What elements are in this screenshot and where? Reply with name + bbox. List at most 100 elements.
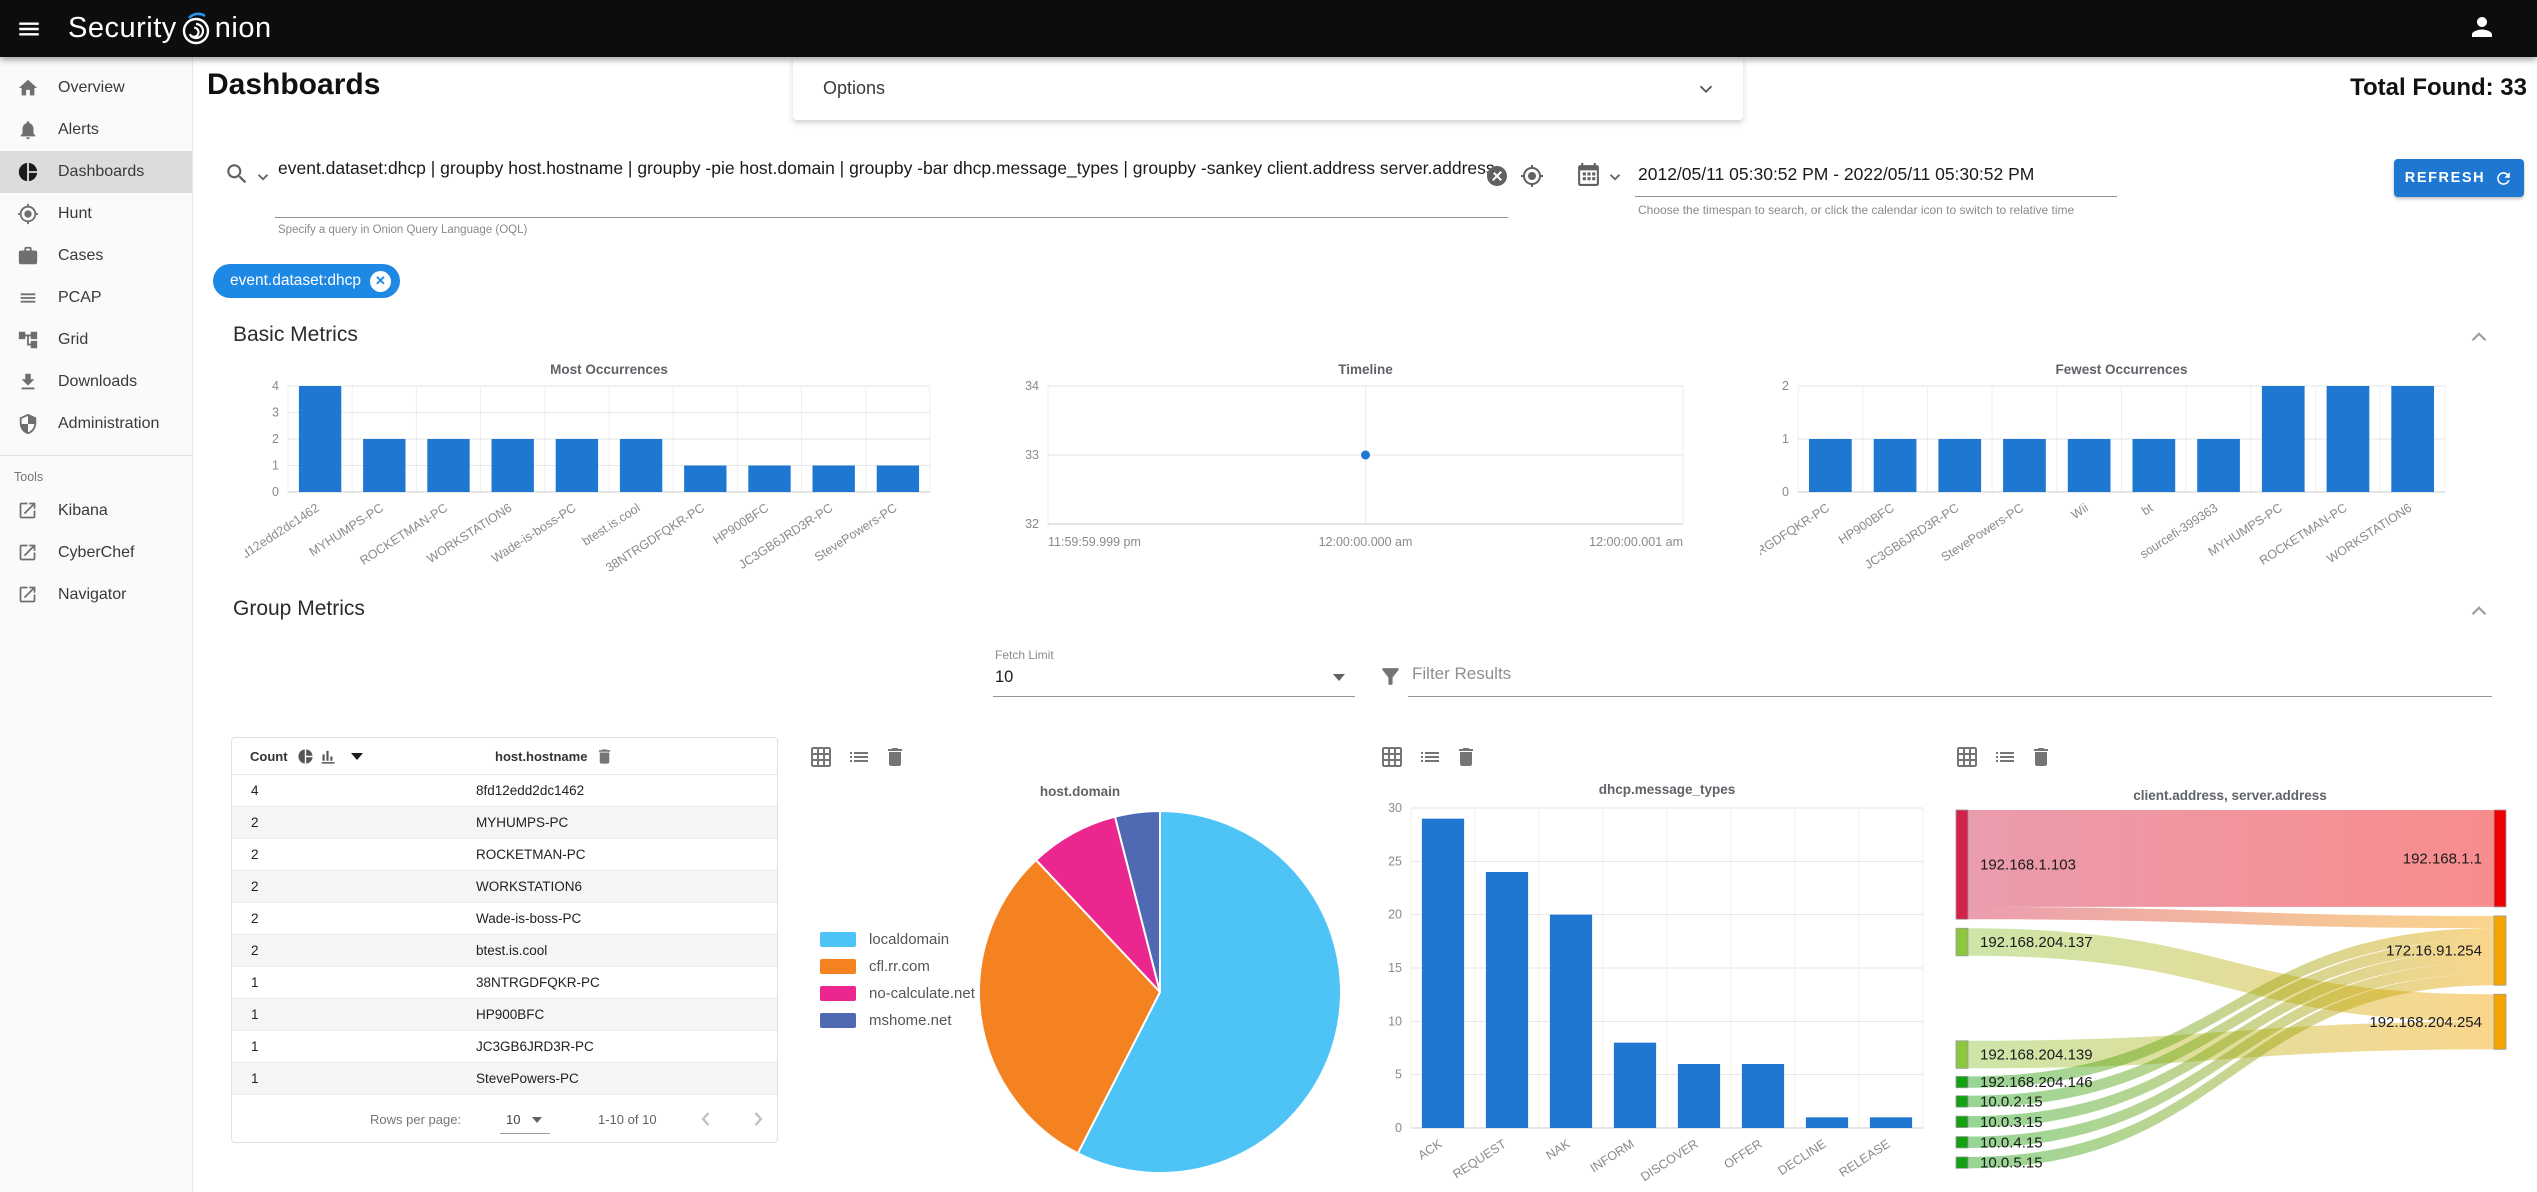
query-chevron-down-icon[interactable] bbox=[254, 168, 272, 186]
legend-item[interactable]: localdomain bbox=[820, 926, 975, 953]
previous-page-icon[interactable] bbox=[694, 1107, 718, 1131]
fetch-limit-caret-icon[interactable] bbox=[1333, 674, 1345, 681]
timespan-chevron-down-icon[interactable] bbox=[1606, 168, 1624, 186]
refresh-button[interactable]: REFRESH bbox=[2394, 159, 2524, 197]
menu-icon[interactable] bbox=[16, 16, 42, 42]
table-row[interactable]: 1 StevePowers-PC bbox=[232, 1062, 777, 1094]
sidebar-item-downloads[interactable]: Downloads bbox=[0, 361, 192, 403]
sankey-panel-toolbar bbox=[1955, 745, 2053, 769]
legend-label: localdomain bbox=[869, 931, 950, 948]
hunt-query-icon[interactable] bbox=[1520, 164, 1544, 188]
list-view-icon[interactable] bbox=[1417, 745, 1441, 769]
sidebar-item-dashboards[interactable]: Dashboards bbox=[0, 151, 192, 193]
trash-icon[interactable] bbox=[595, 747, 614, 766]
user-account-icon[interactable] bbox=[2467, 12, 2497, 42]
row-hostname: WORKSTATION6 bbox=[476, 879, 583, 894]
sidebar-item-cases[interactable]: Cases bbox=[0, 235, 192, 277]
sankey-node[interactable] bbox=[1955, 1040, 1969, 1069]
table-view-icon[interactable] bbox=[809, 745, 833, 769]
sankey-node[interactable] bbox=[1955, 1136, 1969, 1149]
sidebar-item-pcap[interactable]: PCAP bbox=[0, 277, 192, 319]
basic-metrics-collapse-icon[interactable] bbox=[2466, 324, 2492, 350]
rows-per-page-select[interactable]: 10 bbox=[506, 1112, 521, 1127]
table-row[interactable]: 1 JC3GB6JRD3R-PC bbox=[232, 1030, 777, 1062]
sankey-node[interactable] bbox=[1955, 1075, 1969, 1089]
sidebar-item-kibana[interactable]: Kibana bbox=[0, 490, 192, 532]
pie-slice[interactable] bbox=[1076, 809, 1342, 1174]
pie-slice[interactable] bbox=[1034, 815, 1161, 993]
sankey-node[interactable] bbox=[1955, 1156, 1969, 1169]
query-input[interactable]: event.dataset:dhcp | groupby host.hostna… bbox=[278, 158, 1495, 178]
logo-text-nion: nion bbox=[214, 12, 272, 44]
pcap-lines-icon bbox=[17, 287, 39, 309]
sankey-node[interactable] bbox=[1955, 927, 1969, 957]
fetch-limit-select[interactable]: 10 bbox=[995, 668, 1014, 686]
sankey-link[interactable] bbox=[1968, 939, 2494, 1108]
filter-results-input[interactable] bbox=[1412, 664, 2487, 684]
sankey-link[interactable] bbox=[1968, 906, 2494, 929]
sankey-link[interactable] bbox=[1968, 962, 2494, 1148]
trash-icon[interactable] bbox=[2029, 745, 2053, 769]
row-count: 2 bbox=[251, 911, 259, 926]
table-row[interactable]: 2 btest.is.cool bbox=[232, 934, 777, 966]
next-page-icon[interactable] bbox=[746, 1107, 770, 1131]
sidebar-item-navigator[interactable]: Navigator bbox=[0, 574, 192, 616]
sidebar-item-cyberchef[interactable]: CyberChef bbox=[0, 532, 192, 574]
sidebar-item-hunt[interactable]: Hunt bbox=[0, 193, 192, 235]
table-row[interactable]: 2 Wade-is-boss-PC bbox=[232, 902, 777, 934]
sankey-link[interactable] bbox=[1968, 973, 2494, 1169]
sankey-node[interactable] bbox=[1955, 1115, 1969, 1128]
sankey-link[interactable] bbox=[1968, 810, 2494, 907]
sidebar-item-alerts[interactable]: Alerts bbox=[0, 109, 192, 151]
pie-chart-toggle-icon[interactable] bbox=[297, 748, 314, 765]
sankey-node[interactable] bbox=[1955, 809, 1969, 920]
rows-per-page-caret-icon[interactable] bbox=[532, 1117, 542, 1123]
svg-text:HP900BFC: HP900BFC bbox=[1836, 501, 1897, 547]
table-row[interactable]: 2 MYHUMPS-PC bbox=[232, 806, 777, 838]
sort-caret-icon[interactable] bbox=[350, 752, 363, 760]
pie-slice[interactable] bbox=[978, 858, 1162, 1155]
sankey-link[interactable] bbox=[1968, 951, 2494, 1128]
svg-text:0: 0 bbox=[1782, 485, 1789, 499]
group-metrics-collapse-icon[interactable] bbox=[2466, 598, 2492, 624]
trash-icon[interactable] bbox=[1454, 745, 1478, 769]
bar-chart-toggle-icon[interactable] bbox=[319, 748, 336, 765]
table-row[interactable]: 4 8fd12edd2dc1462 bbox=[232, 774, 777, 806]
timespan-input[interactable]: 2012/05/11 05:30:52 PM - 2022/05/11 05:3… bbox=[1638, 164, 2035, 184]
hostname-column-header[interactable]: host.hostname bbox=[495, 748, 588, 764]
sankey-node[interactable] bbox=[2493, 993, 2507, 1050]
sidebar-item-overview[interactable]: Overview bbox=[0, 67, 192, 109]
sidebar-item-grid[interactable]: Grid bbox=[0, 319, 192, 361]
chip-remove-icon[interactable]: ✕ bbox=[370, 270, 391, 292]
table-row[interactable]: 2 WORKSTATION6 bbox=[232, 870, 777, 902]
legend-item[interactable]: cfl.rr.com bbox=[820, 953, 975, 980]
table-view-icon[interactable] bbox=[1380, 745, 1404, 769]
svg-text:33: 33 bbox=[1025, 448, 1039, 462]
sidebar-item-label: Kibana bbox=[58, 502, 108, 519]
list-view-icon[interactable] bbox=[1992, 745, 2016, 769]
trash-icon[interactable] bbox=[883, 745, 907, 769]
sankey-chart-title: client.address, server.address bbox=[2133, 788, 2327, 803]
pie-slice[interactable] bbox=[1113, 809, 1161, 993]
clear-query-icon[interactable] bbox=[1485, 164, 1509, 188]
table-row[interactable]: 1 38NTRGDFQKR-PC bbox=[232, 966, 777, 998]
filter-chip[interactable]: event.dataset:dhcp ✕ bbox=[213, 264, 400, 298]
table-row[interactable]: 1 HP900BFC bbox=[232, 998, 777, 1030]
legend-item[interactable]: no-calculate.net bbox=[820, 980, 975, 1007]
sankey-node[interactable] bbox=[1955, 1095, 1969, 1108]
count-column-header[interactable]: Count bbox=[250, 748, 288, 764]
options-dropdown[interactable]: Options bbox=[793, 57, 1743, 120]
sankey-link[interactable] bbox=[1968, 1021, 2494, 1069]
table-view-icon[interactable] bbox=[1955, 745, 1979, 769]
legend-item[interactable]: mshome.net bbox=[820, 1007, 975, 1034]
sankey-link[interactable] bbox=[1968, 928, 2494, 1088]
filter-results-underline bbox=[1408, 696, 2492, 697]
sidebar-item-administration[interactable]: Administration bbox=[0, 403, 192, 445]
calendar-icon[interactable] bbox=[1576, 162, 1601, 187]
sankey-node[interactable] bbox=[2493, 915, 2507, 986]
sankey-node[interactable] bbox=[2493, 809, 2507, 908]
refresh-label: REFRESH bbox=[2404, 170, 2486, 186]
svg-text:HP900BFC: HP900BFC bbox=[710, 501, 771, 547]
table-row[interactable]: 2 ROCKETMAN-PC bbox=[232, 838, 777, 870]
list-view-icon[interactable] bbox=[846, 745, 870, 769]
